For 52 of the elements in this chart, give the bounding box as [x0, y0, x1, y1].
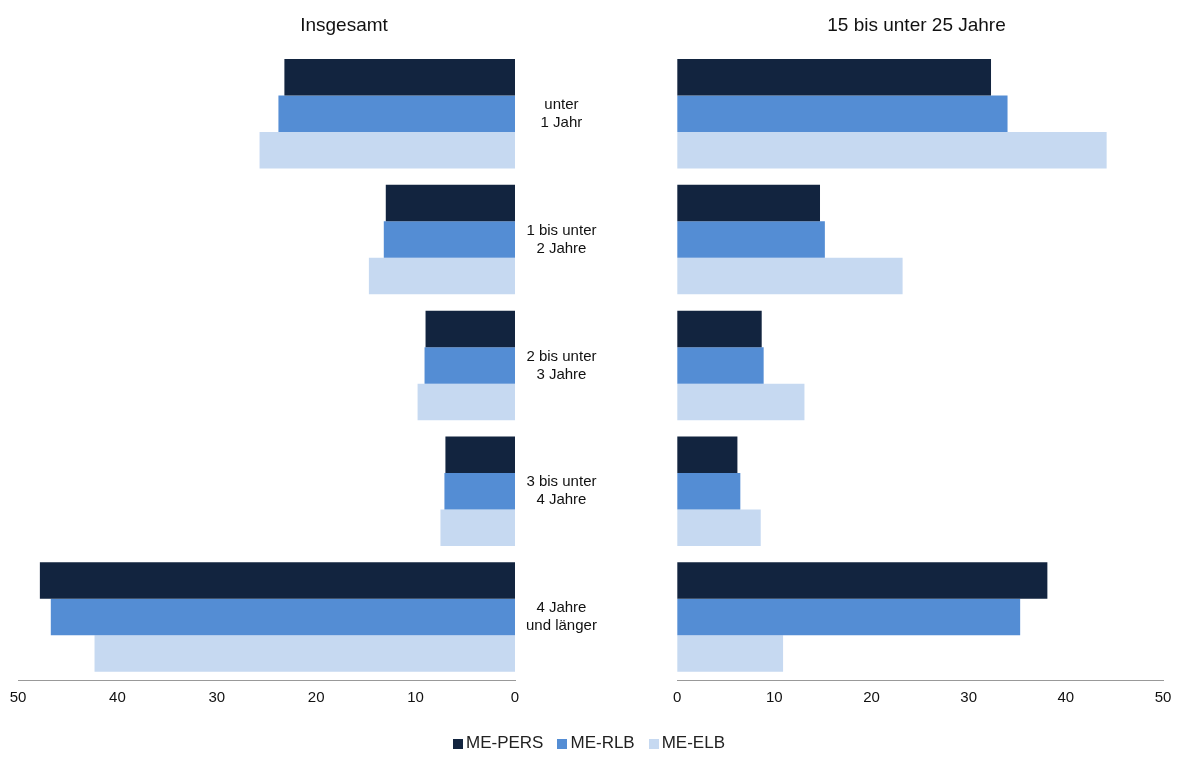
x-tick-label: 40 [109, 688, 126, 706]
bar [385, 184, 515, 222]
y-tick-label: 4 Jahre und länger [525, 598, 597, 634]
bar [677, 472, 741, 510]
bar [284, 58, 515, 96]
bar [677, 383, 805, 421]
x-tick-label: 0 [673, 688, 682, 706]
legend-label: ME-RLB [569, 733, 635, 753]
bar [677, 347, 764, 384]
bar [677, 131, 1107, 169]
bar [677, 436, 738, 473]
bar [677, 221, 825, 258]
bar [383, 221, 515, 258]
bar [440, 509, 515, 546]
x-tick-label: 50 [9, 688, 27, 706]
bar [417, 383, 515, 421]
bar [677, 58, 992, 96]
bar [677, 509, 761, 546]
legend-label: ME-ELB [660, 733, 725, 753]
legend-label: ME-PERS [465, 733, 544, 753]
bar [444, 472, 515, 510]
x-tick-label: 40 [1057, 688, 1075, 706]
chart-title: Insgesamt [300, 13, 389, 35]
bar [677, 562, 1048, 599]
bar [677, 257, 903, 295]
y-tick-label: 1 bis unter 2 Jahre [526, 220, 597, 256]
bar [677, 598, 1021, 636]
y-tick-label: 2 bis unter 3 Jahre [526, 346, 597, 382]
chart-title: 15 bis unter 25 Jahre [827, 13, 1006, 35]
bar [677, 635, 784, 672]
x-tick-label: 0 [510, 688, 520, 706]
x-tick-label: 20 [863, 688, 880, 706]
bar [50, 598, 515, 636]
bar [445, 436, 515, 473]
bar [39, 562, 515, 599]
x-tick-label: 10 [407, 688, 424, 706]
x-tick-label: 30 [960, 688, 978, 706]
bar [94, 635, 515, 672]
y-tick-label: 3 bis unter 4 Jahre [526, 472, 597, 508]
bar [259, 131, 515, 169]
bar [677, 184, 821, 222]
x-tick-label: 50 [1154, 688, 1172, 706]
x-tick-label: 10 [765, 688, 783, 706]
y-tick-label: unter 1 Jahr [540, 94, 583, 130]
bar [425, 310, 515, 348]
x-tick-label: 30 [208, 688, 226, 706]
bar [424, 347, 515, 384]
x-tick-label: 20 [307, 688, 325, 706]
bar [677, 95, 1008, 132]
bar [368, 257, 515, 295]
bar [677, 310, 762, 348]
bar [278, 95, 515, 132]
